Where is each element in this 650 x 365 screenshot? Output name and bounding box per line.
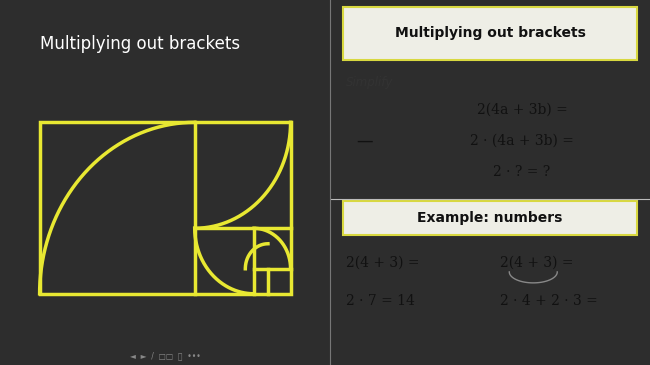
Text: 2 · 7 = 14: 2 · 7 = 14 (346, 294, 415, 308)
Text: 2(4 + 3) =: 2(4 + 3) = (346, 256, 420, 270)
Text: 2 · ? = ?: 2 · ? = ? (493, 165, 551, 178)
Text: 2 · 4 + 2 · 3 =: 2 · 4 + 2 · 3 = (500, 294, 597, 308)
Text: Simplify: Simplify (346, 76, 393, 89)
Text: 2(4 + 3) =: 2(4 + 3) = (500, 256, 573, 270)
Text: 2(4a + 3b) =: 2(4a + 3b) = (476, 103, 567, 116)
Text: 2 · (4a + 3b) =: 2 · (4a + 3b) = (470, 134, 574, 147)
Bar (40, 122, 291, 294)
Text: Multiplying out brackets: Multiplying out brackets (40, 35, 240, 53)
Bar (343, 201, 637, 235)
Text: —: — (356, 131, 372, 150)
Text: Multiplying out brackets: Multiplying out brackets (395, 26, 586, 40)
Text: Example: numbers: Example: numbers (417, 211, 563, 225)
Bar (343, 7, 637, 60)
Text: ◄  ►  /  □□  Ⓜ  •••: ◄ ► / □□ Ⓜ ••• (130, 351, 200, 360)
